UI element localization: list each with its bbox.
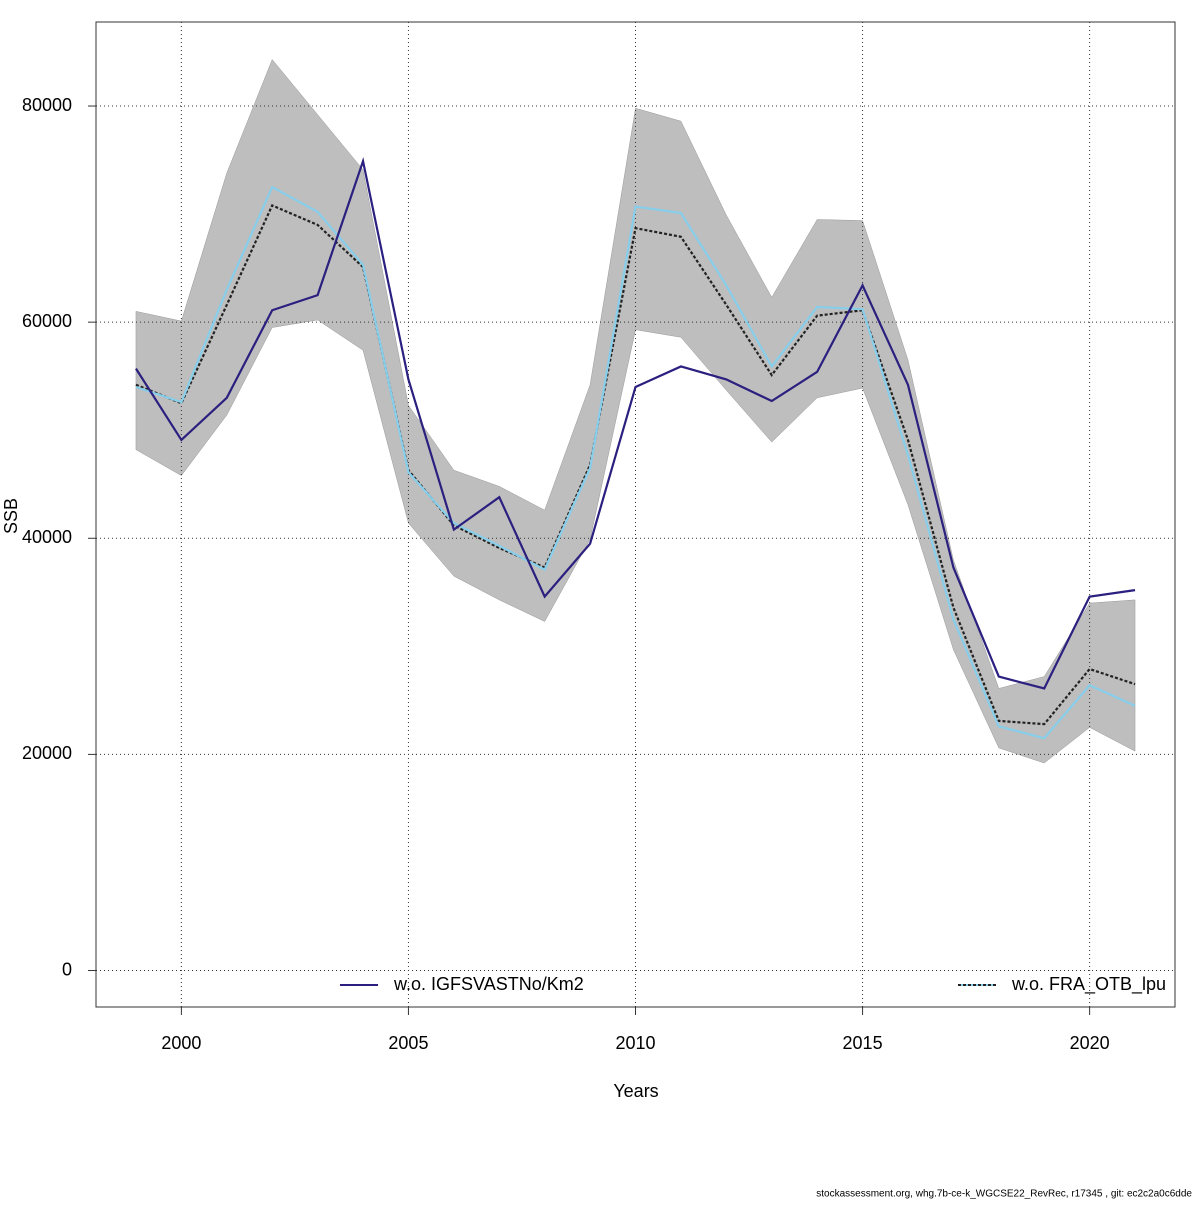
legend-label: w.o. FRA_OTB_lpu bbox=[1011, 974, 1166, 995]
x-tick-label: 2015 bbox=[843, 1033, 883, 1053]
y-tick-label: 40000 bbox=[22, 527, 72, 547]
x-tick-label: 2000 bbox=[161, 1033, 201, 1053]
x-tick-label: 2010 bbox=[615, 1033, 655, 1053]
y-tick-label: 0 bbox=[62, 959, 72, 979]
legend-label: w.o. IGFSVASTNo/Km2 bbox=[393, 974, 584, 994]
series-line bbox=[135, 185, 1136, 740]
y-tick-label: 60000 bbox=[22, 311, 72, 331]
plot-area: w.o. IGFSVASTNo/Km2 w.o. FRA_OTB_lpu bbox=[96, 22, 1175, 1007]
y-axis-label: SSB bbox=[1, 498, 21, 534]
x-axis-label: Years bbox=[613, 1081, 658, 1101]
footer: stockassessment.org, whg.7b-ce-k_WGCSE22… bbox=[816, 1189, 1192, 1200]
x-tick-label: 2020 bbox=[1070, 1033, 1110, 1053]
x-tick-label: 2005 bbox=[388, 1033, 428, 1053]
confidence-band bbox=[135, 59, 1136, 764]
series-line bbox=[135, 204, 1136, 726]
series-line bbox=[135, 156, 1136, 690]
y-tick-label: 80000 bbox=[22, 95, 72, 115]
y-tick-label: 20000 bbox=[22, 743, 72, 763]
